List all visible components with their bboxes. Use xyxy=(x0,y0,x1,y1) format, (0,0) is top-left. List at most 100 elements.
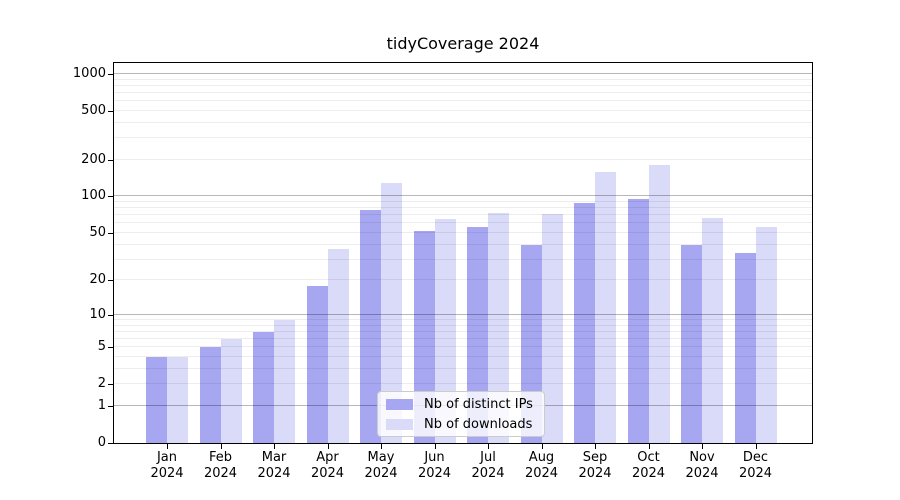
grid-line-minor xyxy=(114,346,812,347)
bar-nb-of-distinct-ips xyxy=(306,286,328,443)
x-tick-label: May 2024 xyxy=(364,450,398,481)
x-tick-label: Jan 2024 xyxy=(150,450,184,481)
bar-nb-of-downloads xyxy=(274,320,295,443)
x-tick-label: Jul 2024 xyxy=(471,450,505,481)
bar-nb-of-downloads xyxy=(541,214,563,443)
grid-line-minor xyxy=(114,207,812,208)
grid-line-minor xyxy=(114,137,812,138)
legend: Nb of distinct IPs Nb of downloads xyxy=(377,391,545,437)
bar-nb-of-distinct-ips xyxy=(627,199,649,443)
grid-line-minor xyxy=(114,232,812,233)
bar-nb-of-downloads xyxy=(702,218,723,443)
y-tick-label: 5 xyxy=(97,339,106,354)
legend-label-downloads: Nb of downloads xyxy=(424,416,533,432)
plot-area xyxy=(113,62,813,444)
x-tick-label: Feb 2024 xyxy=(203,450,238,481)
grid-line-minor xyxy=(114,201,812,202)
grid-line-minor xyxy=(114,368,812,369)
legend-item-downloads: Nb of downloads xyxy=(378,416,544,433)
bar-nb-of-distinct-ips xyxy=(199,347,221,443)
bar-nb-of-downloads xyxy=(381,183,402,443)
grid-line-minor xyxy=(114,79,812,80)
x-tick-label: Apr 2024 xyxy=(310,450,345,481)
grid-line-major xyxy=(114,195,812,196)
x-tick-label: Dec 2024 xyxy=(738,450,773,481)
grid-line-minor xyxy=(114,85,812,86)
x-axis-tick xyxy=(327,444,329,449)
x-tick-label: Aug 2024 xyxy=(524,450,559,481)
grid-line-minor xyxy=(114,356,812,357)
bar-nb-of-downloads xyxy=(327,249,349,443)
x-axis-tick xyxy=(434,444,436,449)
bar-nb-of-distinct-ips xyxy=(467,227,488,443)
bar-nb-of-distinct-ips xyxy=(574,203,595,443)
x-axis-tick xyxy=(381,444,382,449)
y-tick-label: 100 xyxy=(81,188,106,203)
y-axis-tick xyxy=(108,111,113,112)
x-axis-tick xyxy=(488,444,489,449)
y-axis-tick xyxy=(108,443,113,444)
x-tick-label: Sep 2024 xyxy=(578,450,612,481)
grid-line-minor xyxy=(114,325,812,326)
legend-swatch-downloads-icon xyxy=(386,418,413,430)
y-tick-label: 20 xyxy=(89,272,106,287)
x-axis-tick xyxy=(541,444,543,449)
grid-line-minor xyxy=(114,159,812,160)
x-axis-tick xyxy=(595,444,596,449)
grid-line-minor xyxy=(114,92,812,93)
chart-title: tidyCoverage 2024 xyxy=(386,34,540,53)
y-tick-label: 10 xyxy=(89,307,106,322)
grid-line-minor xyxy=(114,110,812,111)
bar-nb-of-distinct-ips xyxy=(413,231,435,443)
bar-nb-of-distinct-ips xyxy=(253,332,274,443)
y-axis-tick xyxy=(108,406,113,407)
x-tick-label: Jun 2024 xyxy=(417,450,452,481)
y-tick-label: 200 xyxy=(81,152,106,167)
bar-nb-of-distinct-ips xyxy=(360,210,381,443)
x-tick-label: Oct 2024 xyxy=(631,450,666,481)
grid-line-minor xyxy=(114,319,812,320)
bar-nb-of-downloads xyxy=(488,213,509,443)
y-axis-tick xyxy=(108,74,113,75)
grid-line-minor xyxy=(114,331,812,332)
y-axis-tick xyxy=(108,315,113,316)
x-tick-label: Nov 2024 xyxy=(685,450,719,481)
bar-nb-of-distinct-ips xyxy=(146,357,167,443)
legend-label-distinct-ips: Nb of distinct IPs xyxy=(424,396,533,412)
y-axis-tick xyxy=(108,233,113,234)
x-axis-tick xyxy=(648,444,650,449)
grid-line-minor xyxy=(114,383,812,384)
x-axis-tick xyxy=(220,444,222,449)
y-tick-label: 0 xyxy=(97,435,106,450)
y-axis-tick xyxy=(108,280,113,281)
bar-nb-of-downloads xyxy=(167,357,188,443)
grid-line-major xyxy=(114,314,812,315)
legend-item-distinct-ips: Nb of distinct IPs xyxy=(378,396,544,413)
bar-nb-of-downloads xyxy=(434,219,456,443)
x-axis-tick xyxy=(702,444,703,449)
y-axis-tick xyxy=(108,384,113,385)
grid-line-minor xyxy=(114,222,812,223)
bar-nb-of-downloads xyxy=(755,227,777,443)
y-tick-label: 500 xyxy=(81,103,106,118)
grid-line-minor xyxy=(114,122,812,123)
grid-line-minor xyxy=(114,100,812,101)
bar-nb-of-distinct-ips xyxy=(734,253,756,443)
y-axis-tick xyxy=(108,196,113,197)
y-tick-label: 2 xyxy=(97,376,106,391)
bar-nb-of-downloads xyxy=(220,339,242,443)
y-tick-label: 1 xyxy=(97,398,106,413)
x-axis-tick xyxy=(755,444,757,449)
bar-nb-of-distinct-ips xyxy=(681,245,702,443)
x-axis-tick xyxy=(167,444,168,449)
x-axis-tick xyxy=(274,444,275,449)
grid-line-minor xyxy=(114,214,812,215)
bar-nb-of-downloads xyxy=(595,172,616,443)
y-axis-tick xyxy=(108,347,113,348)
y-axis-tick xyxy=(108,160,113,161)
bar-nb-of-downloads xyxy=(648,165,670,443)
y-tick-label: 50 xyxy=(89,225,106,240)
grid-line-minor xyxy=(114,244,812,245)
grid-line-major xyxy=(114,73,812,74)
